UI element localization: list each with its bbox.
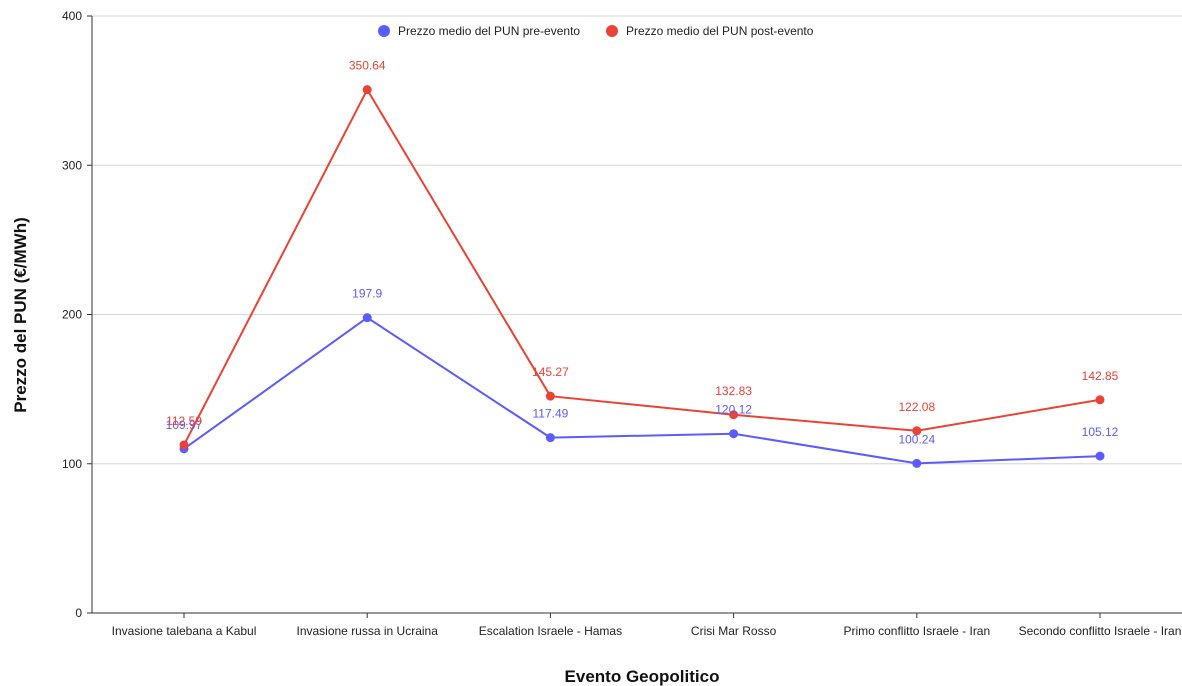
series-line: [183, 316, 1101, 465]
data-label: 100.24: [898, 432, 935, 446]
data-label: 117.49: [532, 407, 568, 421]
data-label: 122.08: [898, 400, 935, 414]
axes: 0 100 200 300 400 Invasione talebana a Kabul I…: [62, 9, 1182, 638]
legend: Prezzo medio del PUN pre-evento Prezzo me…: [378, 24, 814, 38]
x-tick-label: Primo conflitto Israele - Iran: [843, 624, 990, 638]
data-point: [912, 426, 922, 436]
x-tick-label: Escalation Israele - Hamas: [479, 624, 622, 638]
legend-marker: [378, 25, 390, 37]
data-label: 112.59: [166, 414, 202, 428]
y-tick-label: 400: [62, 9, 82, 23]
data-label: 197.9: [352, 287, 382, 301]
data-point: [729, 410, 739, 420]
data-label: 145.27: [532, 365, 569, 379]
data-point: [729, 429, 739, 439]
legend-label: Prezzo medio del PUN pre-evento: [398, 24, 580, 38]
legend-marker: [606, 25, 618, 37]
x-tick-label: Invasione talebana a Kabul: [112, 624, 257, 638]
data-point: [362, 85, 372, 95]
data-point: [1095, 395, 1105, 405]
data-label: 350.64: [349, 59, 386, 73]
series-lines: [179, 85, 1105, 468]
data-label: 132.83: [715, 384, 752, 398]
x-tick-label: Secondo conflitto Israele - Iran: [1019, 624, 1182, 638]
x-axis-title: Evento Geopolitico: [565, 667, 720, 686]
data-point: [179, 440, 189, 450]
x-tick-label: Crisi Mar Rosso: [691, 624, 777, 638]
y-tick-label: 0: [75, 606, 82, 620]
y-tick-label: 100: [62, 457, 82, 471]
gridlines: [92, 15, 1182, 465]
y-tick-label: 300: [62, 158, 82, 172]
y-axis-title: Prezzo del PUN (€/MWh): [11, 217, 30, 413]
legend-label: Prezzo medio del PUN post-evento: [626, 24, 814, 38]
data-label: 142.85: [1082, 369, 1119, 383]
data-point: [362, 313, 372, 323]
x-tick-label: Invasione russa in Ucraina: [296, 624, 438, 638]
data-label: 109.97: [166, 418, 203, 432]
data-label: 105.12: [1082, 425, 1119, 439]
y-tick-label: 200: [62, 308, 82, 322]
data-point: [545, 433, 555, 443]
data-point: [912, 458, 922, 468]
data-label: 120.12: [715, 403, 752, 417]
data-point: [545, 391, 555, 401]
series-line: [183, 88, 1101, 446]
data-point: [1095, 451, 1105, 461]
data-labels: 109.97 197.9 117.49 120.12 100.24 105.12 112.5…: [166, 59, 1119, 447]
